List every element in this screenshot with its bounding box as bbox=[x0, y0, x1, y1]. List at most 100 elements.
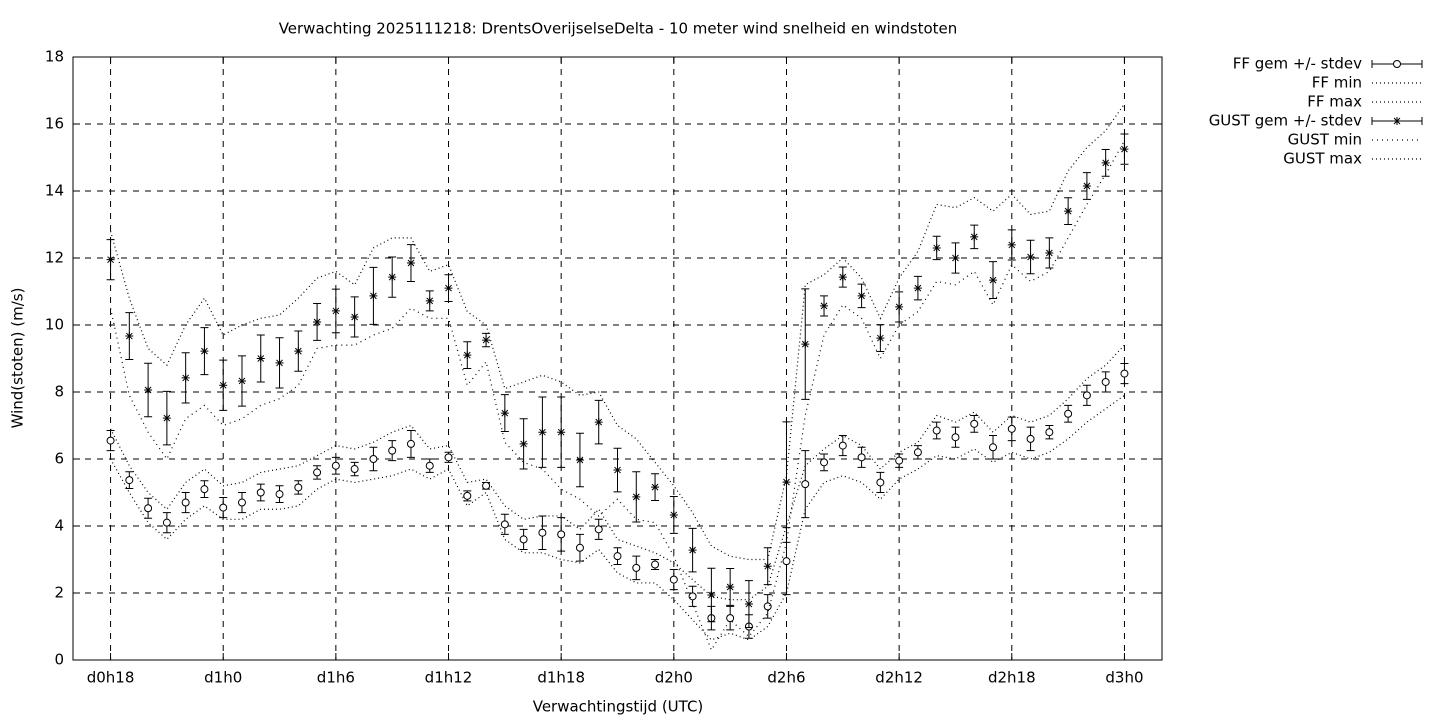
marker bbox=[237, 376, 246, 385]
marker bbox=[989, 443, 998, 452]
marker bbox=[350, 465, 359, 474]
marker bbox=[801, 340, 810, 349]
line bbox=[110, 344, 1125, 601]
marker bbox=[669, 575, 678, 584]
marker bbox=[932, 426, 941, 435]
marker bbox=[1120, 145, 1129, 154]
plot-frame bbox=[72, 56, 1163, 661]
marker bbox=[820, 458, 829, 467]
marker bbox=[1026, 434, 1035, 443]
marker bbox=[782, 557, 791, 566]
marker bbox=[313, 317, 322, 326]
x-tick-label: d2h6 bbox=[767, 669, 805, 687]
x-tick-label: d3h0 bbox=[1105, 669, 1143, 687]
marker bbox=[838, 273, 847, 282]
marker bbox=[181, 498, 190, 507]
x-tick-label: d2h0 bbox=[655, 669, 693, 687]
marker bbox=[350, 312, 359, 321]
y-tick-label: 12 bbox=[45, 249, 64, 267]
y-tick-label: 16 bbox=[45, 115, 64, 133]
marker bbox=[125, 332, 134, 341]
marker bbox=[200, 485, 209, 494]
marker bbox=[651, 560, 660, 569]
marker bbox=[125, 476, 134, 485]
marker bbox=[1064, 409, 1073, 418]
marker bbox=[594, 525, 603, 534]
marker bbox=[913, 284, 922, 293]
marker bbox=[651, 483, 660, 492]
marker bbox=[557, 428, 566, 437]
marker bbox=[1064, 207, 1073, 216]
y-tick-label: 14 bbox=[45, 182, 64, 200]
marker bbox=[613, 552, 622, 561]
marker bbox=[895, 456, 904, 465]
marker bbox=[726, 614, 735, 623]
marker bbox=[820, 301, 829, 310]
x-axis-label: Verwachtingstijd (UTC) bbox=[533, 698, 704, 716]
marker bbox=[913, 448, 922, 457]
marker bbox=[463, 491, 472, 500]
marker bbox=[970, 419, 979, 428]
marker bbox=[500, 409, 509, 418]
marker bbox=[726, 582, 735, 591]
marker bbox=[857, 453, 866, 462]
marker bbox=[519, 535, 528, 544]
marker bbox=[594, 418, 603, 427]
y-tick-label: 4 bbox=[54, 517, 64, 535]
marker bbox=[144, 385, 153, 394]
marker bbox=[538, 528, 547, 537]
marker bbox=[876, 334, 885, 343]
marker bbox=[425, 461, 434, 470]
marker bbox=[1082, 391, 1091, 400]
marker bbox=[181, 373, 190, 382]
marker bbox=[632, 492, 641, 501]
marker bbox=[388, 446, 397, 455]
marker bbox=[857, 291, 866, 300]
legend-marker bbox=[1393, 60, 1401, 68]
y-tick-label: 2 bbox=[54, 584, 64, 602]
x-tick-label: d0h18 bbox=[87, 669, 135, 687]
marker bbox=[519, 439, 528, 448]
x-tick-label: d2h18 bbox=[988, 669, 1036, 687]
x-tick-label: d1h12 bbox=[425, 669, 473, 687]
marker bbox=[275, 490, 284, 499]
legend-label: FF gem +/- stdev bbox=[1233, 55, 1362, 73]
marker bbox=[275, 358, 284, 367]
marker bbox=[1007, 424, 1016, 433]
marker bbox=[1045, 428, 1054, 437]
marker bbox=[763, 602, 772, 611]
marker bbox=[425, 296, 434, 305]
marker bbox=[1045, 248, 1054, 257]
marker bbox=[482, 481, 491, 490]
marker bbox=[575, 543, 584, 552]
marker bbox=[444, 284, 453, 293]
marker bbox=[219, 381, 228, 390]
marker bbox=[331, 461, 340, 470]
marker bbox=[237, 498, 246, 507]
marker bbox=[1082, 181, 1091, 190]
marker bbox=[932, 243, 941, 252]
marker bbox=[200, 347, 209, 356]
legend-label: FF max bbox=[1307, 93, 1362, 111]
marker bbox=[219, 503, 228, 512]
x-tick-label: d1h0 bbox=[204, 669, 242, 687]
marker bbox=[444, 453, 453, 462]
x-tick-label: d2h12 bbox=[875, 669, 923, 687]
marker bbox=[951, 254, 960, 262]
marker bbox=[106, 255, 115, 264]
marker bbox=[144, 504, 153, 513]
marker bbox=[669, 510, 678, 519]
marker bbox=[782, 478, 791, 487]
marker bbox=[294, 347, 303, 356]
marker bbox=[895, 302, 904, 311]
marker bbox=[369, 291, 378, 300]
marker bbox=[989, 276, 998, 285]
marker bbox=[744, 600, 753, 609]
marker bbox=[294, 483, 303, 492]
marker bbox=[632, 563, 641, 572]
marker bbox=[106, 436, 115, 445]
y-axis-label: Wind(stoten) (m/s) bbox=[9, 288, 27, 429]
chart-title: Verwachting 2025111218: DrentsOverijsels… bbox=[279, 20, 958, 38]
y-tick-label: 6 bbox=[54, 450, 64, 468]
